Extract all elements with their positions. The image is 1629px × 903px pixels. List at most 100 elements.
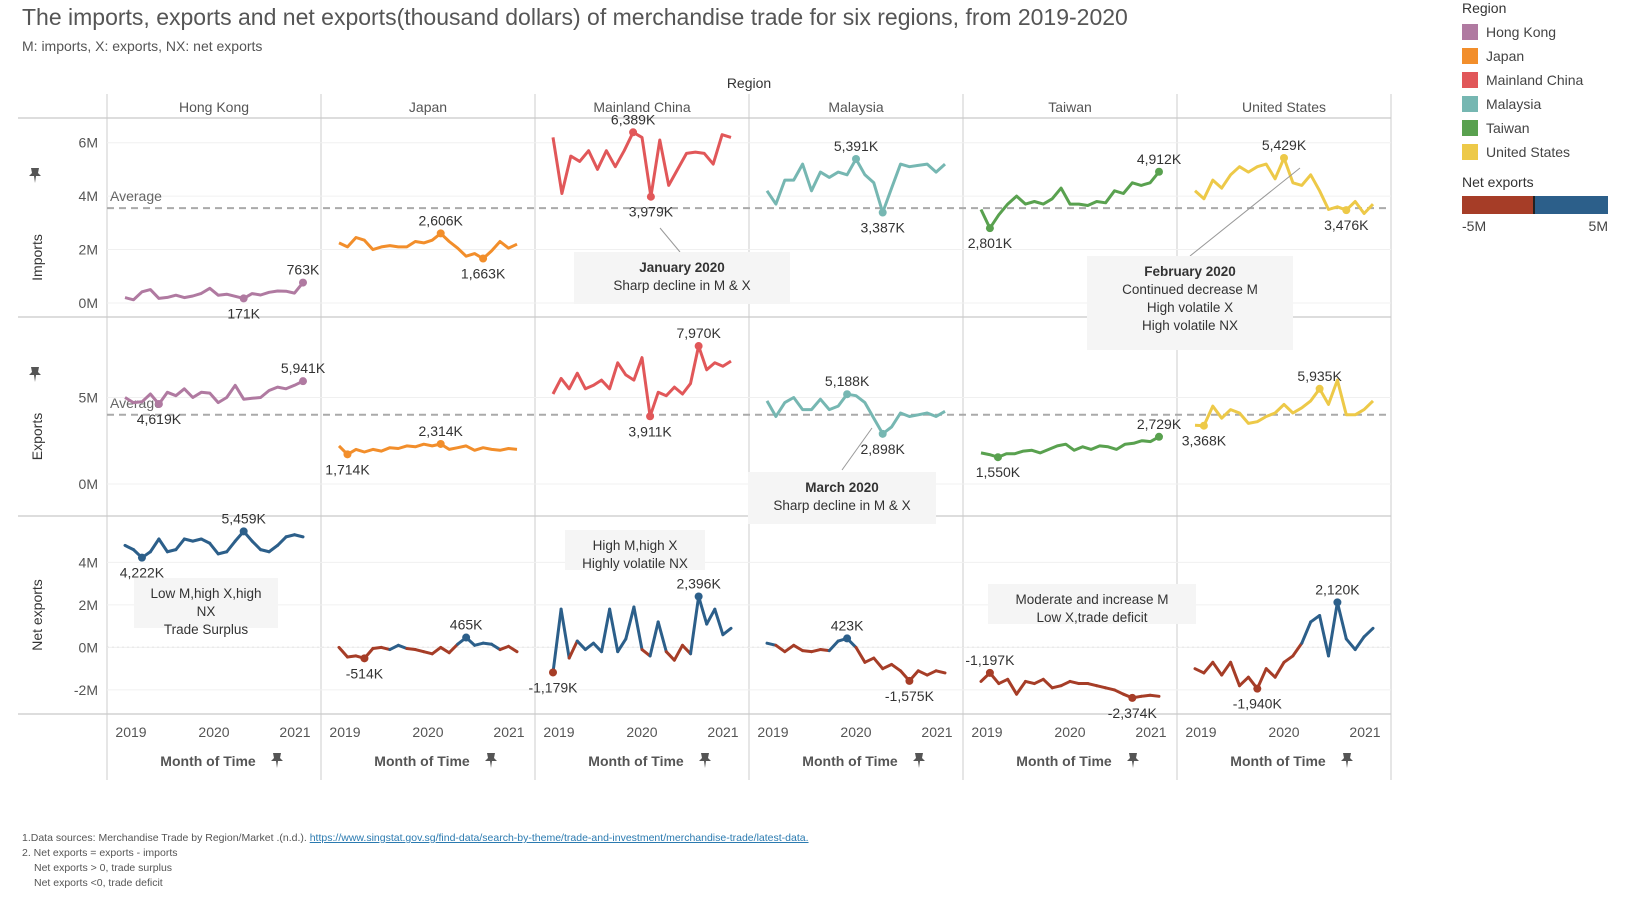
- pin-icon-shape: [29, 168, 41, 183]
- data-point-marker: [1342, 206, 1351, 215]
- y-tick-label: 0M: [79, 639, 98, 655]
- legend: Region Hong Kong Japan Mainland China Ma…: [1462, 0, 1622, 234]
- series-segment-united-states: [1220, 660, 1233, 677]
- series-segment-mainland-china: [575, 639, 587, 652]
- series-segment-taiwan: [997, 677, 1010, 686]
- legend-item-united-states[interactable]: United States: [1462, 140, 1622, 164]
- series-segment-mainland-china: [624, 605, 636, 641]
- series-segment-taiwan: [1068, 679, 1081, 686]
- series-segment-taiwan: [1032, 677, 1045, 686]
- x-tick-label: 2021: [1135, 724, 1166, 740]
- data-point-marker: [1199, 421, 1208, 430]
- x-tick-label: 2021: [1349, 724, 1380, 740]
- legend-item-taiwan[interactable]: Taiwan: [1462, 116, 1622, 140]
- x-axis-title: Month of Time: [374, 753, 470, 769]
- data-point-marker: [1280, 153, 1288, 162]
- x-tick-label: 2021: [921, 724, 952, 740]
- data-point-marker: [343, 450, 352, 459]
- annotation-text: Sharp decline in M & X: [773, 498, 910, 513]
- x-tick-label: 2021: [493, 724, 524, 740]
- data-point-marker: [843, 390, 852, 399]
- legend-label: Taiwan: [1486, 120, 1530, 136]
- data-label: 3,911K: [628, 423, 672, 439]
- data-point-marker: [905, 676, 914, 685]
- series-segment-united-states: [1282, 654, 1295, 664]
- data-label: 2,729K: [1137, 416, 1182, 432]
- data-label: 7,970K: [676, 325, 721, 341]
- series-segment-hong-kong: [157, 537, 169, 554]
- data-label: 3,979K: [629, 204, 674, 220]
- legend-swatch: [1462, 96, 1478, 112]
- annotation-mar-2020: March 2020 Sharp decline in M & X: [748, 472, 936, 524]
- data-point-marker: [646, 192, 655, 201]
- data-point-marker: [436, 229, 445, 238]
- series-segment-united-states: [1238, 675, 1250, 688]
- source-link[interactable]: https://www.singstat.gov.sg/find-data/se…: [309, 832, 809, 844]
- x-tick-label: 2019: [971, 724, 1002, 740]
- x-tick-label: 2019: [329, 724, 360, 740]
- series-segment-taiwan: [1050, 684, 1063, 690]
- series-segment-taiwan: [1113, 688, 1125, 696]
- trade-chart: Region Hong Kong Japan Mainland China Malays…: [18, 75, 1392, 780]
- series-segment-japan: [396, 643, 409, 650]
- series-segment-hong-kong: [123, 543, 135, 552]
- pin-icon-shape: [1127, 753, 1139, 768]
- x-axis-title: Month of Time: [802, 753, 898, 769]
- series-segment-united-states: [1362, 626, 1375, 639]
- series-line-united-states: [1193, 156, 1375, 215]
- y-tick-label: 2M: [79, 597, 98, 613]
- series-segment-united-states: [1300, 620, 1313, 645]
- annotation-box: [748, 472, 936, 524]
- series-segment-malaysia: [916, 669, 929, 677]
- data-point-marker: [694, 342, 703, 351]
- series-line-taiwan: [979, 170, 1161, 230]
- annotation-box: [134, 578, 278, 628]
- series-segment-united-states: [1264, 667, 1277, 679]
- pin-icon-shape: [271, 753, 283, 768]
- region-header-japan: Japan: [409, 99, 447, 115]
- legend-item-malaysia[interactable]: Malaysia: [1462, 92, 1622, 116]
- region-header-malaysia: Malaysia: [828, 99, 883, 115]
- series-segment-hong-kong: [225, 539, 237, 554]
- series-segment-japan: [498, 644, 511, 652]
- legend-label: Hong Kong: [1486, 24, 1557, 40]
- region-header-united-states: United States: [1242, 99, 1326, 115]
- data-point-marker: [360, 654, 369, 663]
- data-label: 3,476K: [1324, 217, 1369, 233]
- series-segment-mainland-china: [591, 641, 604, 654]
- pin-icon: [271, 753, 283, 768]
- data-point-marker: [479, 254, 488, 263]
- annotation-text: January 2020: [639, 260, 725, 275]
- series-segment-united-states: [1202, 660, 1215, 675]
- data-point-marker: [985, 224, 994, 233]
- x-axis-title: Month of Time: [1016, 753, 1112, 769]
- data-label: 2,314K: [419, 423, 464, 439]
- pin-icon: [1127, 753, 1139, 768]
- data-label: 423K: [831, 617, 864, 633]
- data-point-marker: [239, 294, 248, 303]
- series-line-taiwan: [980, 435, 1160, 459]
- data-point-marker: [549, 668, 557, 677]
- annotation-text: February 2020: [1144, 264, 1236, 279]
- footnotes: 1.Data sources: Merchandise Trade by Reg…: [22, 831, 809, 891]
- pin-icon-shape: [1341, 753, 1353, 768]
- data-point-marker: [878, 208, 887, 217]
- annotation-box: [1087, 256, 1293, 350]
- data-label: 2,606K: [419, 212, 464, 228]
- series-line-malaysia: [765, 157, 947, 214]
- note-line-1: 1.Data sources: Merchandise Trade by Reg…: [22, 831, 809, 846]
- legend-item-japan[interactable]: Japan: [1462, 44, 1622, 68]
- pin-icon: [485, 753, 497, 768]
- pin-icon: [1341, 753, 1353, 768]
- net-exports-legend-title: Net exports: [1462, 174, 1534, 190]
- annotation-feb-2020: February 2020 Continued decrease M High vo…: [1087, 256, 1293, 350]
- data-point-marker: [1315, 384, 1324, 393]
- data-point-marker: [436, 439, 445, 448]
- average-label: Average: [110, 188, 162, 204]
- data-label: 5,429K: [1262, 137, 1307, 153]
- series-line-hong-kong: [124, 379, 304, 406]
- series-line-united-states: [1194, 378, 1375, 428]
- series-segment-malaysia: [863, 656, 876, 664]
- legend-item-mainland-china[interactable]: Mainland China: [1462, 68, 1622, 92]
- legend-item-hong-kong[interactable]: Hong Kong: [1462, 20, 1622, 44]
